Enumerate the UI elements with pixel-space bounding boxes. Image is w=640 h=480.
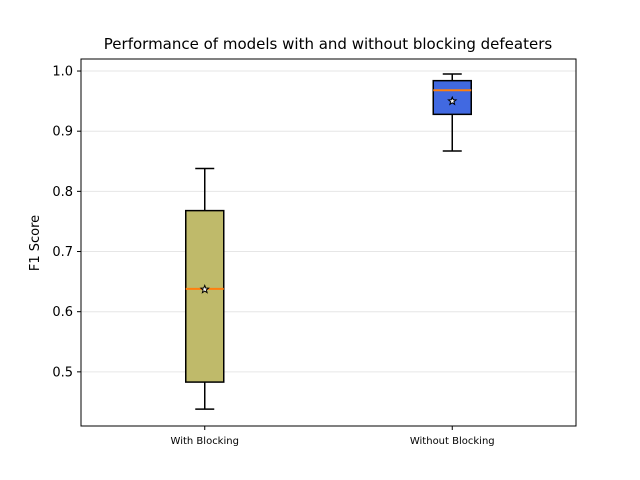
- plot-frame: [80, 58, 577, 427]
- x-axis-ticks: With Blocking Without Blocking: [171, 426, 495, 447]
- y-tick-label: 0.9: [52, 125, 73, 140]
- y-axis-label: F1 Score: [28, 215, 43, 271]
- y-axis-ticks: 0.5 0.6 0.7 0.8 0.9 1.0: [52, 65, 81, 380]
- x-tick-label: Without Blocking: [410, 436, 495, 447]
- x-tick-label: With Blocking: [171, 436, 239, 447]
- boxes: [185, 73, 472, 410]
- iqr-box: [185, 209, 225, 383]
- y-tick-label: 0.8: [52, 185, 73, 200]
- mean-marker: [447, 95, 458, 106]
- y-tick-label: 0.7: [52, 245, 73, 260]
- box-0: [185, 167, 225, 410]
- chart-title: Performance of models with and without b…: [104, 35, 553, 53]
- y-tick-label: 1.0: [52, 65, 73, 80]
- y-tick-label: 0.5: [52, 365, 73, 380]
- y-tick-label: 0.6: [52, 305, 73, 320]
- mean-marker: [199, 284, 210, 294]
- box-1: [432, 73, 472, 152]
- grid-lines: [81, 70, 576, 373]
